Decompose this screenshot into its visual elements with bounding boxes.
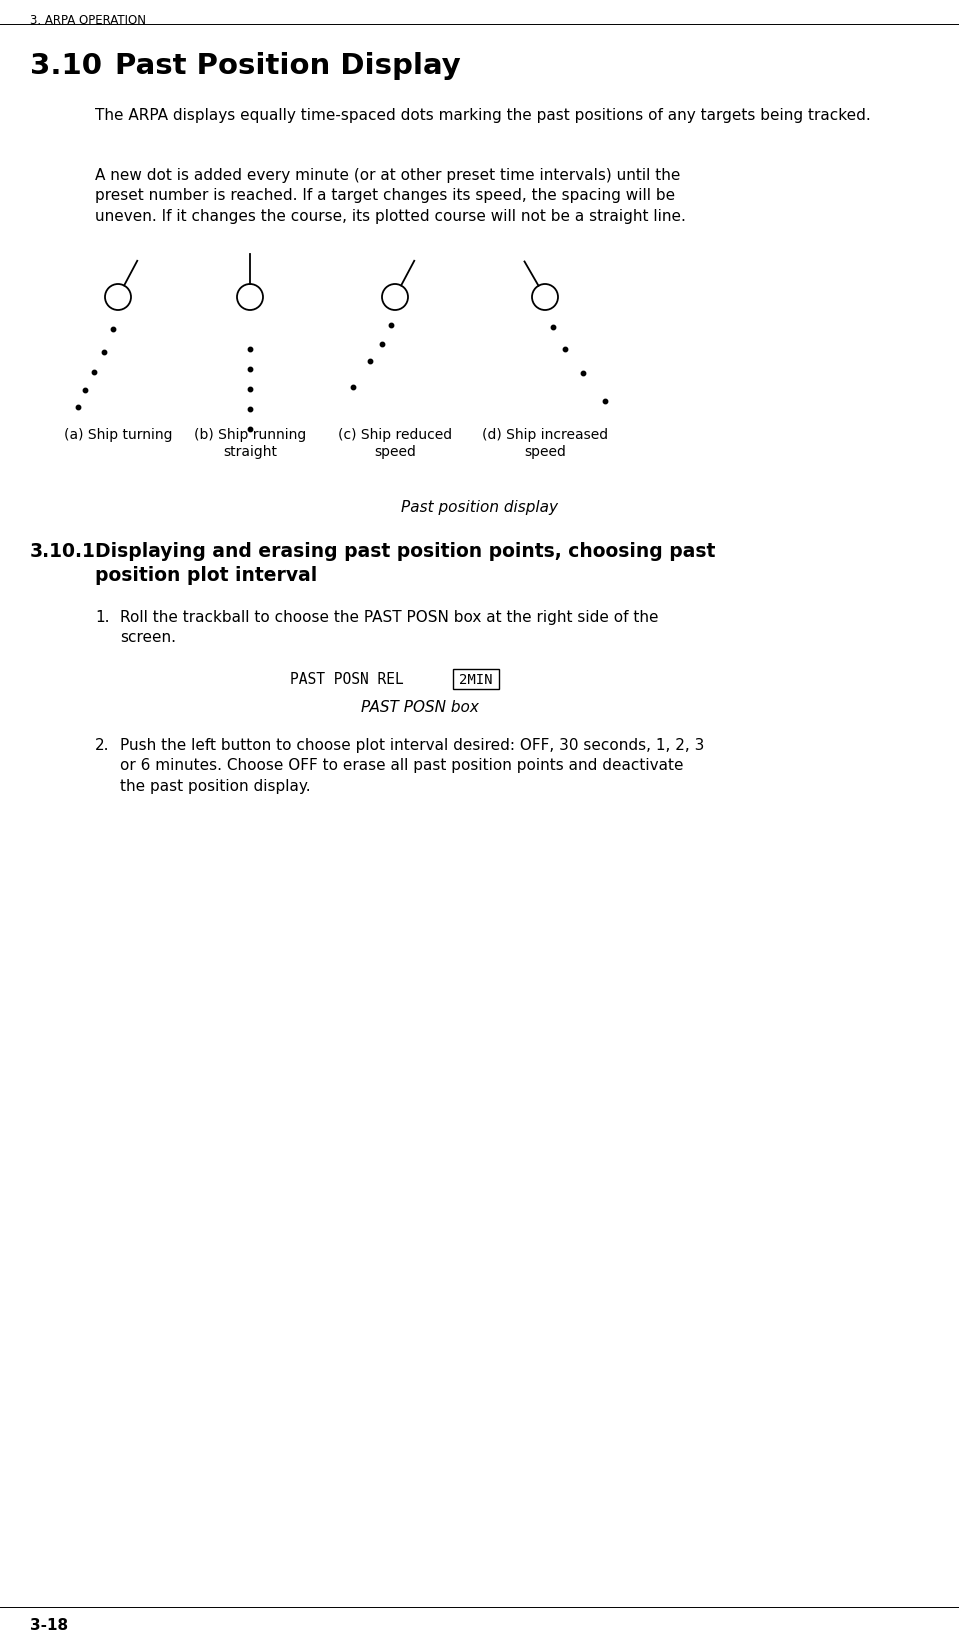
Text: Past position display: Past position display [401, 499, 558, 514]
Text: Roll the trackball to choose the PAST POSN box at the right side of the
screen.: Roll the trackball to choose the PAST PO… [120, 610, 659, 645]
Text: 1.: 1. [95, 610, 109, 625]
Text: Displaying and erasing past position points, choosing past
position plot interva: Displaying and erasing past position poi… [95, 542, 715, 584]
Text: 3-18: 3-18 [30, 1617, 68, 1632]
Text: A new dot is added every minute (or at other preset time intervals) until the
pr: A new dot is added every minute (or at o… [95, 168, 686, 224]
Text: 3.10.1: 3.10.1 [30, 542, 96, 561]
Text: (d) Ship increased
speed: (d) Ship increased speed [482, 428, 608, 459]
Text: 2MIN: 2MIN [459, 672, 493, 687]
Text: Push the left button to choose plot interval desired: OFF, 30 seconds, 1, 2, 3
o: Push the left button to choose plot inte… [120, 738, 704, 793]
Text: (a) Ship turning: (a) Ship turning [63, 428, 173, 442]
Bar [453, 669, 499, 690]
Text: PAST POSN REL: PAST POSN REL [290, 672, 404, 687]
Text: (c) Ship reduced
speed: (c) Ship reduced speed [338, 428, 452, 459]
Text: (b) Ship running
straight: (b) Ship running straight [194, 428, 306, 459]
Text: 3. ARPA OPERATION: 3. ARPA OPERATION [30, 15, 146, 28]
Text: Past Position Display: Past Position Display [115, 52, 460, 80]
Text: 3.10: 3.10 [30, 52, 102, 80]
Text: PAST POSN box: PAST POSN box [361, 700, 479, 715]
Text: 2.: 2. [95, 738, 109, 752]
Text: The ARPA displays equally time-spaced dots marking the past positions of any tar: The ARPA displays equally time-spaced do… [95, 108, 871, 122]
